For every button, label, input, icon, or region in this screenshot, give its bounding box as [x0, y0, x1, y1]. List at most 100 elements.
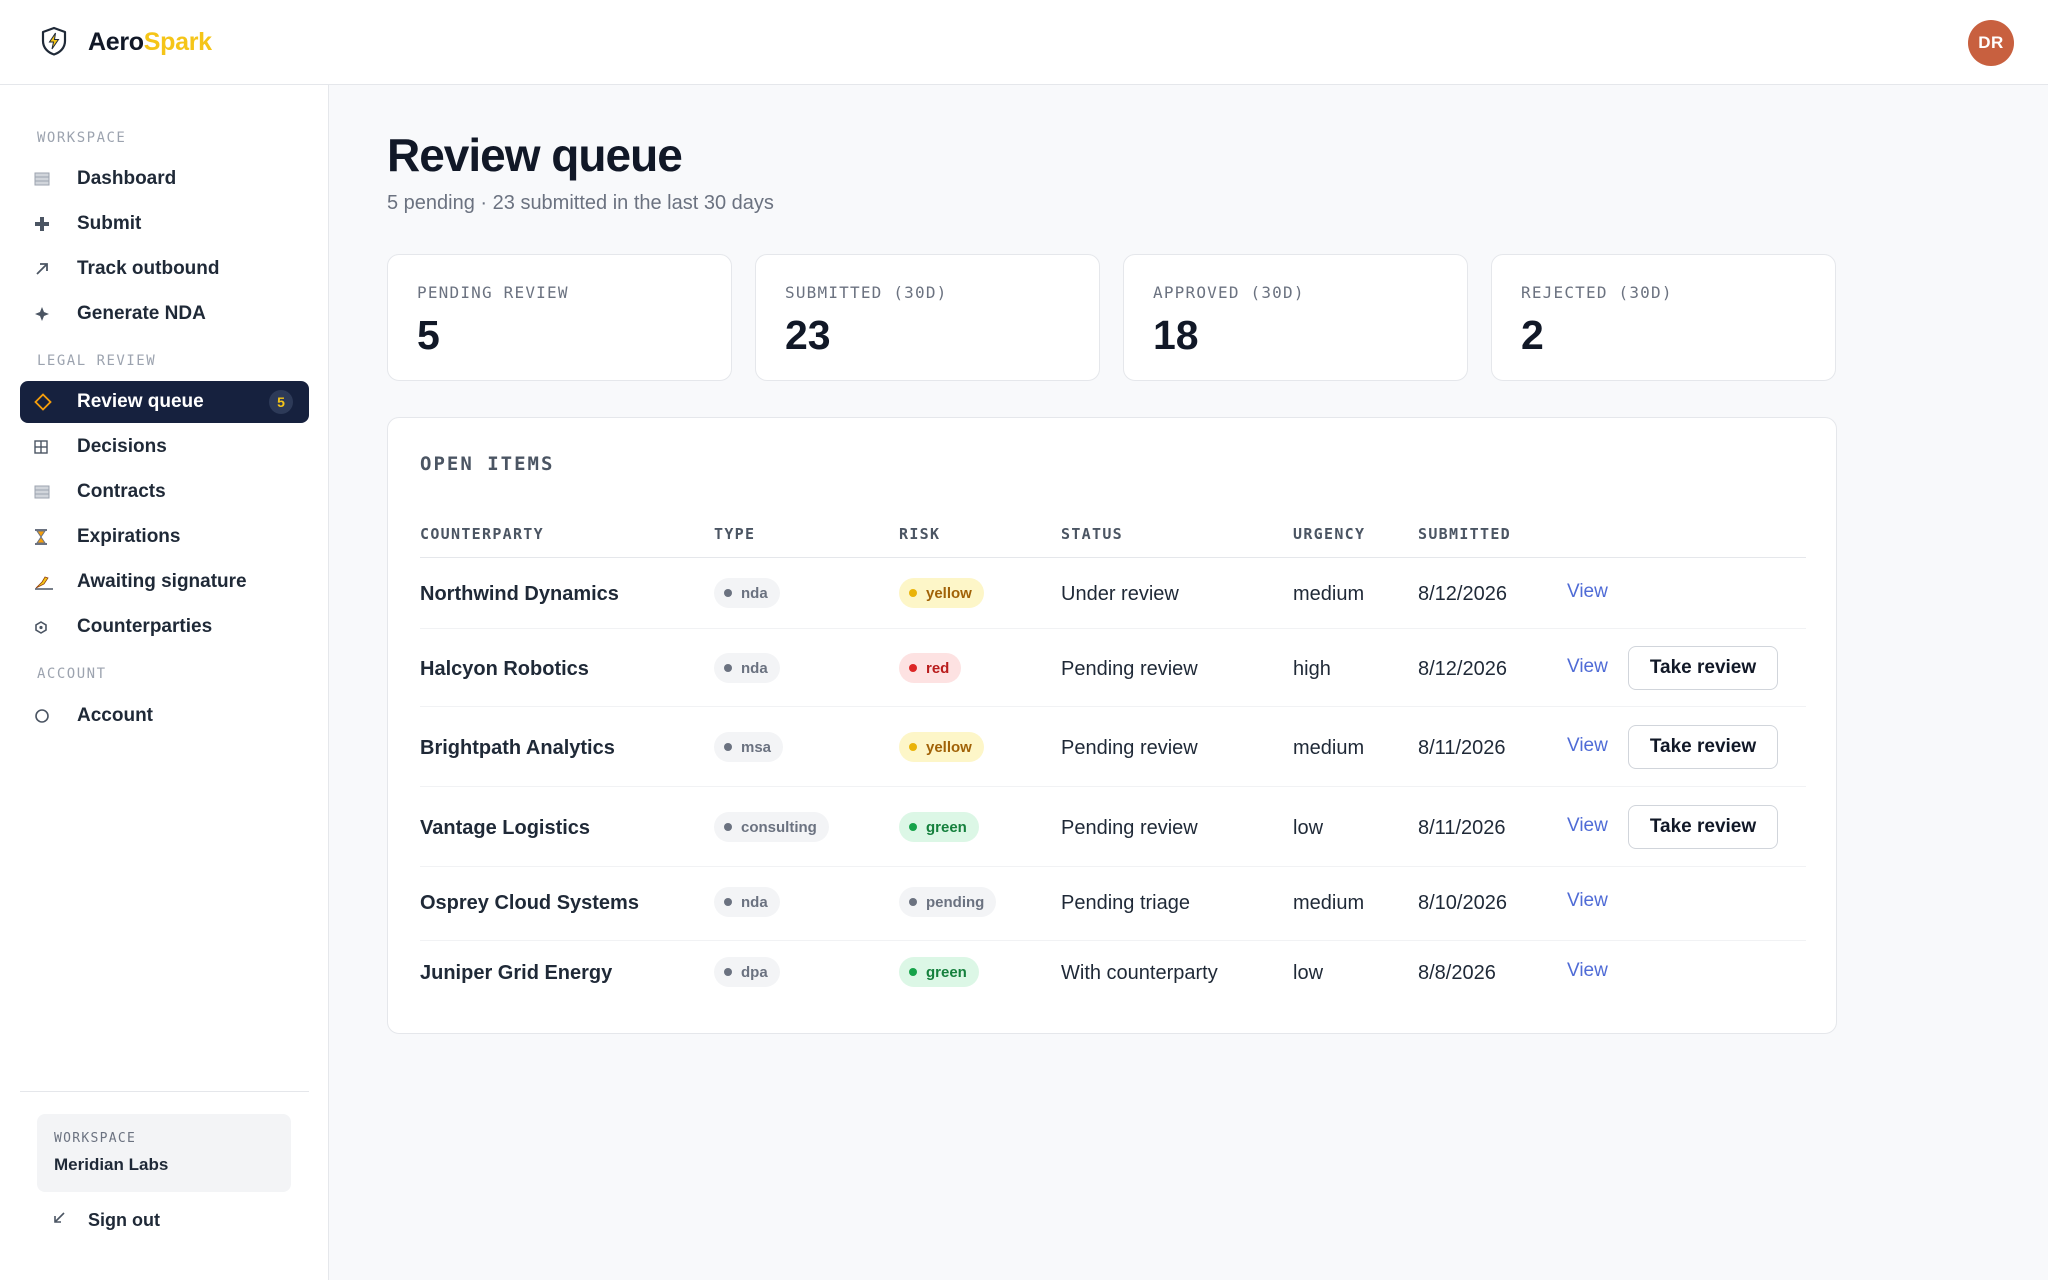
urgency-text: medium [1293, 583, 1365, 605]
take-review-button[interactable]: Take review [1628, 725, 1778, 769]
sidebar-divider [20, 1091, 309, 1092]
stat-label: APPROVED (30D) [1153, 283, 1305, 302]
stat-value: 18 [1153, 312, 1199, 358]
sidebar-item-account[interactable]: Account [20, 695, 309, 737]
type-label: consulting [741, 818, 817, 836]
stat-card-rejected: REJECTED (30D) 2 [1491, 254, 1836, 381]
row-divider [420, 866, 1806, 867]
sidebar-item-label: Generate NDA [77, 303, 206, 324]
column-header-risk: RISK [899, 525, 941, 543]
workspace-card[interactable]: WORKSPACE Meridian Labs [37, 1114, 291, 1192]
dot-icon [909, 968, 917, 976]
urgency-text: medium [1293, 892, 1365, 914]
type-badge: nda [714, 887, 780, 917]
sidebar-item-label: Submit [77, 213, 142, 234]
type-label: nda [741, 659, 768, 677]
type-label: msa [741, 738, 772, 756]
sidebar-item-label: Expirations [77, 526, 181, 547]
sidebar-item-label: Contracts [77, 481, 166, 502]
sidebar-item-counterparties[interactable]: Counterparties [20, 606, 309, 648]
sidebar-item-review-queue[interactable]: Review queue 5 [20, 381, 309, 423]
sparkle-icon [34, 306, 68, 322]
view-link[interactable]: View [1567, 815, 1608, 836]
stat-label: PENDING REVIEW [417, 283, 569, 302]
submitted-date: 8/11/2026 [1418, 737, 1506, 759]
sidebar-section-account: ACCOUNT [37, 666, 107, 682]
take-review-button[interactable]: Take review [1628, 646, 1778, 690]
urgency-text: medium [1293, 737, 1365, 759]
brand-name-part1: Aero [88, 28, 144, 56]
sidebar-item-awaiting-signature[interactable]: Awaiting signature [20, 561, 309, 603]
stat-label: SUBMITTED (30D) [785, 283, 948, 302]
counterparty-name: Northwind Dynamics [420, 583, 619, 605]
dashboard-icon [34, 172, 68, 186]
row-divider [420, 628, 1806, 629]
urgency-text: low [1293, 817, 1324, 839]
sidebar-section-legal-review: LEGAL REVIEW [37, 353, 157, 369]
risk-badge: green [899, 812, 979, 842]
view-link[interactable]: View [1567, 890, 1608, 911]
counterparty-name: Osprey Cloud Systems [420, 892, 639, 914]
type-badge: consulting [714, 812, 829, 842]
submitted-date: 8/8/2026 [1418, 962, 1496, 984]
dot-icon [724, 898, 732, 906]
dot-icon [724, 743, 732, 751]
sidebar-item-label: Decisions [77, 436, 167, 457]
sidebar-item-label: Dashboard [77, 168, 177, 189]
risk-badge: red [899, 653, 962, 683]
brand-name[interactable]: AeroSpark [88, 28, 212, 57]
stat-card-pending-review: PENDING REVIEW 5 [387, 254, 732, 381]
sign-out-button[interactable]: Sign out [52, 1203, 160, 1237]
status-text: Pending review [1061, 658, 1198, 680]
arrow-down-left-icon [52, 1211, 88, 1230]
column-header-counterparty: COUNTERPARTY [420, 525, 544, 543]
take-review-button[interactable]: Take review [1628, 805, 1778, 849]
sidebar-item-decisions[interactable]: Decisions [20, 426, 309, 468]
dot-icon [724, 823, 732, 831]
submitted-date: 8/11/2026 [1418, 817, 1506, 839]
plus-icon [34, 216, 68, 232]
sidebar-item-generate-nda[interactable]: Generate NDA [20, 293, 309, 335]
risk-badge: pending [899, 887, 997, 917]
workspace-name: Meridian Labs [54, 1155, 169, 1174]
risk-label: yellow [926, 584, 972, 602]
grid-icon [34, 440, 68, 454]
sidebar-item-dashboard[interactable]: Dashboard [20, 158, 309, 200]
view-link[interactable]: View [1567, 960, 1608, 981]
view-link[interactable]: View [1567, 656, 1608, 677]
open-items-panel: OPEN ITEMS COUNTERPARTY TYPE RISK STATUS… [387, 417, 1837, 1034]
sidebar: WORKSPACE Dashboard Submit Track outboun… [0, 85, 329, 1280]
column-header-status: STATUS [1061, 525, 1123, 543]
type-badge: nda [714, 653, 780, 683]
panel-title: OPEN ITEMS [420, 453, 555, 475]
stat-value: 2 [1521, 312, 1544, 358]
type-badge: msa [714, 732, 784, 762]
sidebar-item-submit[interactable]: Submit [20, 203, 309, 245]
circle-user-icon [34, 708, 68, 724]
type-label: nda [741, 584, 768, 602]
workspace-card-label: WORKSPACE [54, 1131, 137, 1146]
type-badge: dpa [714, 957, 780, 987]
type-label: dpa [741, 963, 768, 981]
avatar[interactable]: DR [1968, 20, 2014, 66]
row-divider [420, 706, 1806, 707]
risk-badge: green [899, 957, 979, 987]
stat-label: REJECTED (30D) [1521, 283, 1673, 302]
stat-value: 23 [785, 312, 831, 358]
sidebar-item-label: Account [77, 705, 153, 726]
counterparty-name: Brightpath Analytics [420, 737, 615, 759]
view-link[interactable]: View [1567, 735, 1608, 756]
sidebar-item-contracts[interactable]: Contracts [20, 471, 309, 513]
sidebar-item-track-outbound[interactable]: Track outbound [20, 248, 309, 290]
shield-bolt-icon[interactable] [40, 26, 68, 56]
sidebar-item-expirations[interactable]: Expirations [20, 516, 309, 558]
type-badge: nda [714, 578, 780, 608]
dot-icon [909, 898, 917, 906]
top-bar: AeroSpark DR [0, 0, 2048, 85]
counterparty-name: Vantage Logistics [420, 817, 591, 839]
view-link[interactable]: View [1567, 581, 1608, 602]
signature-icon [34, 574, 68, 590]
sidebar-item-label: Review queue [77, 391, 204, 412]
dot-icon [909, 823, 917, 831]
dot-icon [724, 589, 732, 597]
